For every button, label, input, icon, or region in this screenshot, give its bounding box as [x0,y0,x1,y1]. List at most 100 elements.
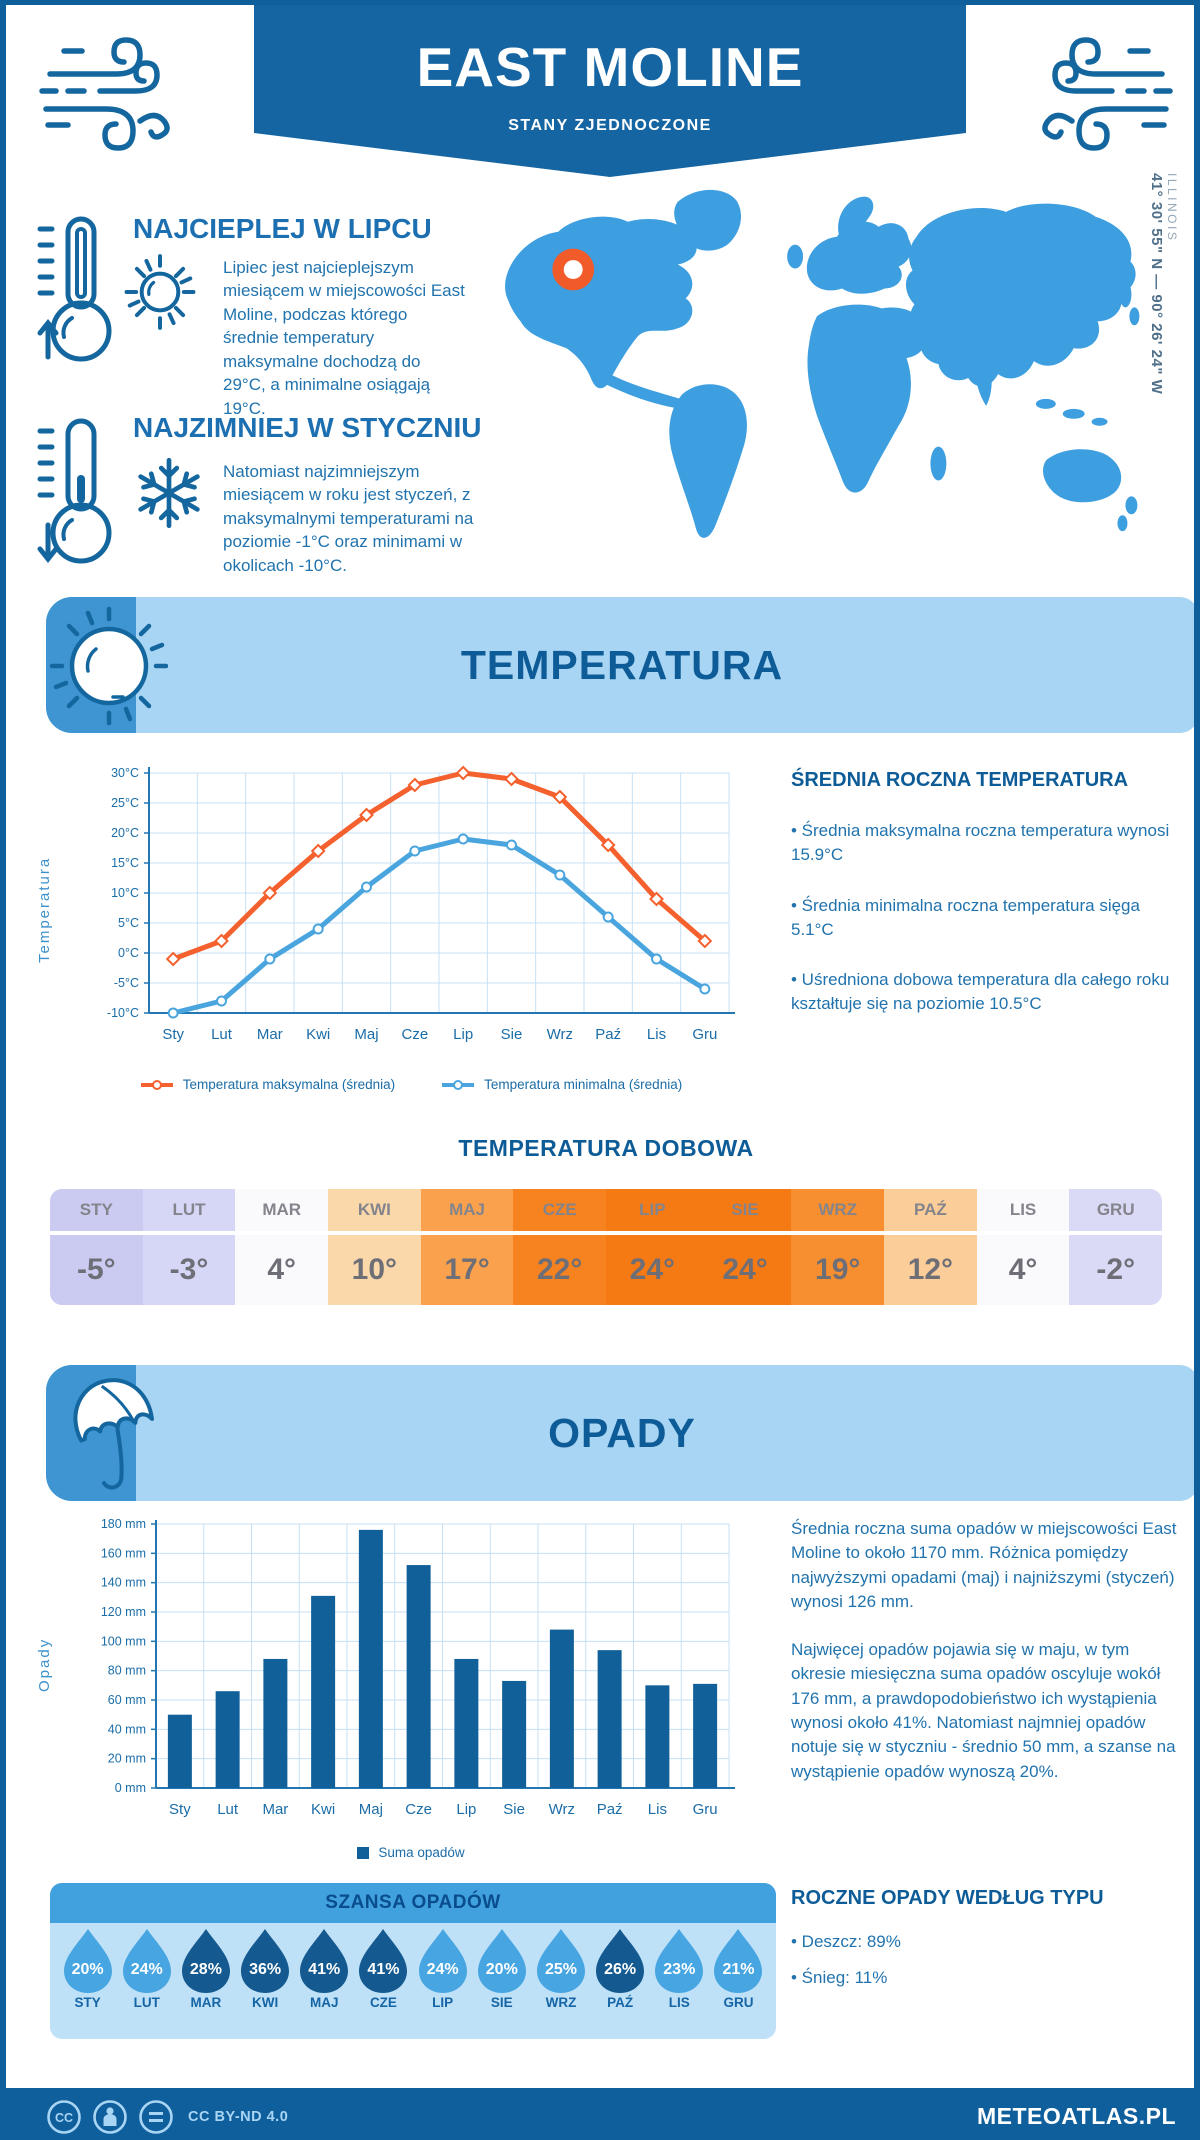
droplet-column: 36% KWI [236,1929,295,2010]
license-text: CC BY-ND 4.0 [188,2108,289,2125]
svg-text:25°C: 25°C [111,796,139,810]
warmest-text: Lipiec jest najcieplejszym miesiącem w m… [223,258,465,418]
droplet-column: 25% WRZ [531,1929,590,2010]
droplet-column: 24% LIP [413,1929,472,2010]
droplet-icon: 20% [477,1929,527,1993]
droplet-icon: 25% [536,1929,586,1993]
daily-temp-value: 4° [976,1235,1070,1305]
chance-month: SIE [490,1995,513,2010]
daily-temp-column: KWI 10° [328,1189,421,1305]
svg-text:Lut: Lut [211,1026,233,1043]
daily-temp-value: 24° [606,1235,699,1305]
svg-text:-10°C: -10°C [107,1006,139,1020]
droplet-column: 20% SIE [472,1929,531,2010]
svg-text:10°C: 10°C [111,886,139,900]
daily-temp-column: MAJ 17° [420,1189,514,1305]
site-brand: METEOATLAS.PL [976,2103,1176,2129]
svg-text:140 mm: 140 mm [101,1576,146,1590]
region-text: ILLINOIS [1165,173,1179,243]
daily-temp-value: -5° [50,1235,143,1305]
svg-text:30°C: 30°C [111,766,139,780]
svg-text:Sty: Sty [162,1026,184,1043]
svg-text:100 mm: 100 mm [101,1634,146,1648]
droplet-column: 24% LUT [117,1929,176,2010]
sun-icon [124,254,196,330]
svg-text:Paź: Paź [597,1801,623,1818]
droplet-column: 20% STY [58,1929,117,2010]
chance-month: CZE [369,1995,397,2010]
cc-icon: CC [47,2099,81,2134]
chance-month: GRU [723,1995,754,2010]
daily-temp-column: LUT -3° [142,1189,236,1305]
svg-text:Lip: Lip [453,1026,473,1043]
chance-value: 21% [722,1961,755,1978]
sun-icon [50,606,168,726]
thermometer-down-icon [37,418,112,564]
temperature-section-title: TEMPERATURA [460,642,784,688]
legend-item: Suma opadów [357,1845,465,1860]
daily-temperature-table: STY -5° LUT -3° MAR 4° KWI 10° MAJ 17° CZE 22° LIP 24… [50,1189,1163,1305]
droplet-icon: 36% [240,1929,290,1993]
chance-month: LIP [432,1995,454,2010]
chance-value: 24% [130,1961,163,1978]
daily-temp-month: MAJ [420,1189,514,1231]
chance-month: LIS [668,1995,690,2010]
svg-text:15°C: 15°C [111,856,139,870]
droplet-icon: 24% [122,1929,172,1993]
precip-chart-ylabel: Opady [36,1637,53,1693]
droplet-column: 21% GRU [709,1929,768,2010]
daily-temp-column: GRU -2° [1069,1189,1163,1305]
precipitation-bar-chart: 0 mm 20 mm 40 mm 60 mm 80 mm 100 mm 120 mm 140 … [101,1517,735,1818]
svg-text:Lis: Lis [647,1026,666,1043]
svg-text:Gru: Gru [693,1801,718,1818]
wind-icon [39,37,170,151]
droplet-column: 23% LIS [650,1929,709,2010]
daily-temp-month: CZE [513,1189,607,1231]
chance-month: LUT [133,1995,160,2010]
droplet-column: 26% PAŹ [591,1929,650,2010]
world-map [505,189,1140,538]
precipitation-chance-panel: SZANSA OPADÓW 20% STY 24% LUT 28% MAR 36% KWI 41… [50,1883,776,2039]
svg-text:CC: CC [55,2111,73,2125]
annual-temperature-title: ŚREDNIA ROCZNA TEMPERATURA [791,769,1129,791]
svg-text:Sie: Sie [501,1026,523,1043]
svg-text:0 mm: 0 mm [115,1781,146,1795]
droplet-column: 41% MAJ [295,1929,354,2010]
droplet-column: 41% CZE [354,1929,413,2010]
daily-temp-value: 17° [420,1235,514,1305]
droplet-icon: 26% [595,1929,645,1993]
svg-text:Maj: Maj [354,1026,378,1043]
annual-temp-bullet: • Średnia maksymalna roczna temperatura … [791,821,1170,865]
footer-bar: CC CC BY-ND 4.0 METEOATLAS.PL [6,2088,1194,2140]
annual-temp-bullet: • Uśredniona dobowa temperatura dla całe… [791,970,1170,1014]
legend-item: Temperatura maksymalna (średnia) [140,1077,395,1092]
daily-temp-value: 4° [235,1235,329,1305]
droplet-icon: 20% [63,1929,113,1993]
daily-temp-month: GRU [1069,1189,1163,1231]
coldest-title: NAJZIMNIEJ W STYCZNIU [133,412,482,443]
daily-temp-value: 19° [791,1235,885,1305]
coordinates-block: 41° 30' 55" N — 90° 26' 24" W ILLINOIS [1148,173,1181,603]
chance-value: 26% [604,1961,637,1978]
daily-temperature-title: TEMPERATURA DOBOWA [458,1135,754,1161]
daily-temp-value: -2° [1069,1235,1163,1305]
snow-bullet: • Śnieg: 11% [791,1967,888,1987]
legend-label: Temperatura maksymalna (średnia) [182,1077,396,1092]
droplet-icon: 23% [654,1929,704,1993]
thermometer-up-icon [37,216,112,362]
svg-text:180 mm: 180 mm [101,1517,146,1531]
droplet-column: 28% MAR [176,1929,235,2010]
snowflake-icon [138,457,200,529]
droplets-row: 20% STY 24% LUT 28% MAR 36% KWI 41% MAJ 41% CZE 24% L… [50,1923,776,2010]
daily-temp-column: LIP 24° [606,1189,699,1305]
svg-text:40 mm: 40 mm [108,1722,146,1736]
daily-temp-month: KWI [328,1189,421,1231]
droplet-icon: 28% [181,1929,231,1993]
page-title: EAST MOLINE [416,36,804,98]
daily-temp-column: STY -5° [50,1189,143,1305]
chance-month: MAJ [310,1995,339,2010]
legend-swatch [357,1846,370,1859]
svg-text:20°C: 20°C [111,826,139,840]
cc-license-icons: CC [46,2099,174,2135]
